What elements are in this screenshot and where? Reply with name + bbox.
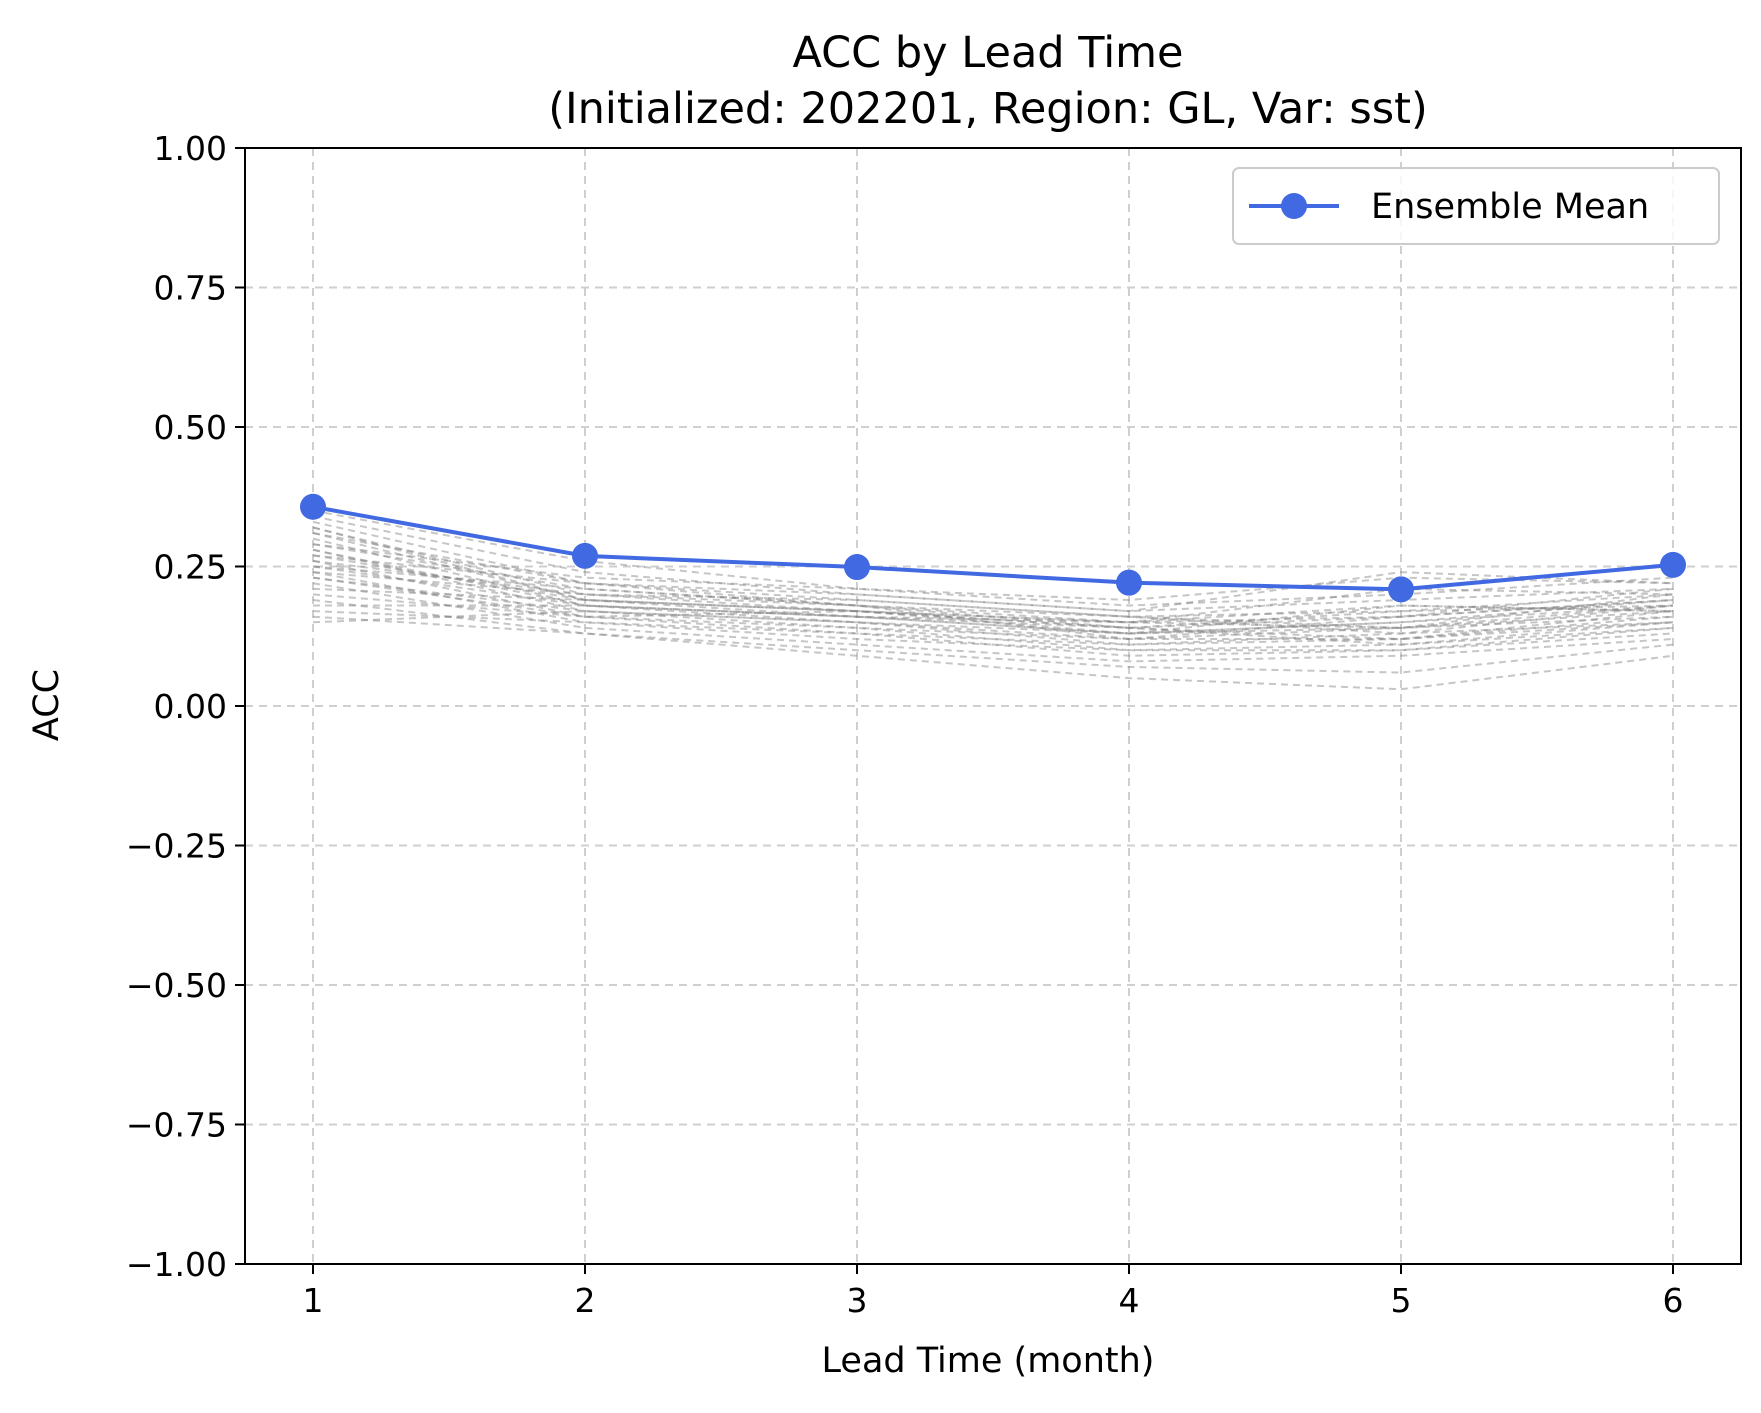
chart-title-line1: ACC by Lead Time bbox=[793, 28, 1184, 78]
member-line-2 bbox=[312, 515, 1674, 613]
legend-frame bbox=[1232, 167, 1720, 245]
x-tick-label-2: 2 bbox=[575, 1281, 596, 1320]
member-line-23 bbox=[312, 543, 1674, 607]
member-line-27 bbox=[312, 548, 1674, 641]
member-line-4 bbox=[312, 526, 1674, 629]
member-line-28 bbox=[312, 559, 1674, 646]
member-line-7 bbox=[312, 543, 1674, 641]
y-tick-label-3: −0.25 bbox=[126, 827, 227, 866]
x-tick-label-4: 4 bbox=[1119, 1281, 1140, 1320]
y-tick-label-7: 0.75 bbox=[154, 269, 227, 308]
chart-title-line2: (Initialized: 202201, Region: GL, Var: s… bbox=[548, 84, 1428, 134]
ensemble-mean-point-6 bbox=[1660, 551, 1686, 578]
ensemble-member-lines bbox=[312, 509, 1674, 691]
member-line-19 bbox=[313, 604, 1674, 629]
y-tick-label-0: −1.00 bbox=[126, 1245, 227, 1284]
x-tick-label-1: 1 bbox=[303, 1281, 324, 1320]
ensemble-mean-point-1 bbox=[300, 493, 326, 520]
member-line-14 bbox=[312, 576, 1674, 641]
ensemble-mean-series bbox=[300, 493, 1686, 603]
member-line-10 bbox=[312, 559, 1674, 652]
ensemble-mean-line bbox=[312, 504, 1674, 592]
ensemble-mean-point-3 bbox=[844, 554, 870, 581]
legend-swatch-marker bbox=[1281, 193, 1307, 219]
member-line-8 bbox=[312, 548, 1674, 646]
ensemble-mean-point-5 bbox=[1388, 576, 1414, 603]
member-line-26 bbox=[312, 532, 1674, 635]
y-tick-label-1: −0.75 bbox=[126, 1106, 227, 1145]
member-line-18 bbox=[312, 598, 1674, 691]
y-tick-label-6: 0.50 bbox=[154, 408, 227, 447]
y-tick-label-2: −0.50 bbox=[126, 966, 227, 1005]
x-tick-label-3: 3 bbox=[847, 1281, 868, 1320]
member-line-30 bbox=[312, 526, 1674, 629]
x-axis-label: Lead Time (month) bbox=[822, 1341, 1155, 1381]
x-tick-label-5: 5 bbox=[1391, 1281, 1412, 1320]
member-line-5 bbox=[312, 532, 1674, 624]
legend-label-ensemble-mean: Ensemble Mean bbox=[1371, 187, 1649, 227]
member-line-9 bbox=[312, 554, 1674, 641]
member-line-22 bbox=[312, 610, 1674, 635]
y-tick-label-5: 0.25 bbox=[154, 548, 227, 587]
ticks: 1 2 3 4 5 6 −1.00 −0.75 −0.50 −0.25 0.00 0.25 0.50 0.… bbox=[126, 129, 1684, 1320]
member-line-12 bbox=[312, 571, 1674, 657]
member-line-6 bbox=[312, 537, 1674, 635]
member-line-15 bbox=[312, 582, 1674, 663]
legend: Ensemble Mean bbox=[1232, 167, 1720, 245]
member-line-1 bbox=[312, 509, 1674, 601]
member-line-11 bbox=[312, 565, 1674, 635]
member-line-29 bbox=[312, 576, 1674, 635]
member-line-3 bbox=[312, 520, 1674, 618]
ensemble-mean-point-4 bbox=[1116, 569, 1142, 596]
member-line-16 bbox=[312, 587, 1674, 624]
member-line-20 bbox=[312, 610, 1674, 652]
grid bbox=[245, 147, 1741, 1265]
ensemble-mean-point-2 bbox=[572, 542, 598, 569]
x-tick-label-6: 6 bbox=[1663, 1281, 1684, 1320]
y-tick-label-4: 0.00 bbox=[154, 687, 227, 726]
y-tick-label-8: 1.00 bbox=[154, 129, 227, 168]
y-axis-label: ACC bbox=[27, 669, 67, 741]
